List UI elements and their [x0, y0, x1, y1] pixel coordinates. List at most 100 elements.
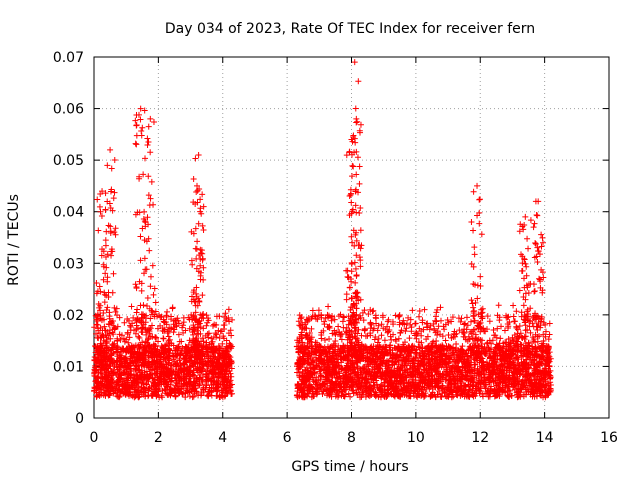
data-point: [133, 309, 140, 316]
chart-title: Day 034 of 2023, Rate Of TEC Index for r…: [165, 21, 535, 37]
data-point: [161, 354, 168, 361]
data-point: [212, 330, 219, 337]
data-point: [174, 315, 181, 322]
data-point: [126, 334, 133, 341]
data-point: [116, 314, 123, 321]
y-tick-label: 0: [75, 411, 84, 427]
x-tick-label: 6: [283, 430, 292, 446]
data-point: [118, 332, 125, 339]
data-point: [510, 302, 517, 309]
data-point: [362, 333, 369, 340]
y-tick-label: 0.02: [53, 308, 84, 324]
data-points: [91, 59, 554, 401]
data-point: [204, 319, 211, 326]
x-tick-label: 12: [471, 430, 489, 446]
data-point: [121, 338, 128, 345]
data-point: [127, 324, 134, 331]
data-point: [437, 317, 444, 324]
data-point: [155, 338, 162, 345]
data-point: [209, 338, 216, 345]
data-point: [219, 340, 226, 347]
data-point: [335, 323, 342, 330]
data-point: [127, 322, 134, 329]
data-point: [416, 308, 423, 315]
data-point: [367, 320, 374, 327]
data-point: [228, 332, 235, 339]
data-point: [388, 336, 395, 343]
y-tick-label: 0.01: [53, 359, 84, 375]
data-point: [512, 318, 519, 325]
data-point: [442, 337, 449, 344]
data-point: [228, 365, 235, 372]
data-point: [166, 336, 173, 343]
data-point: [180, 314, 187, 321]
data-point: [163, 312, 170, 319]
data-point: [213, 331, 220, 338]
data-point: [161, 319, 168, 326]
data-point: [92, 330, 99, 337]
y-tick-label: 0.03: [53, 256, 84, 272]
y-tick-label: 0.04: [53, 205, 84, 221]
data-point: [213, 334, 220, 341]
data-point: [203, 312, 210, 319]
y-tick-label: 0.07: [53, 50, 84, 66]
data-point: [513, 308, 520, 315]
data-point: [164, 308, 171, 315]
data-point: [536, 333, 543, 340]
data-point: [409, 307, 416, 314]
data-point: [190, 393, 197, 400]
data-point: [326, 336, 333, 343]
y-tick-label: 0.06: [53, 102, 84, 118]
data-point: [416, 313, 423, 320]
x-tick-label: 2: [154, 430, 163, 446]
data-point: [339, 318, 346, 325]
x-tick-label: 10: [407, 430, 425, 446]
data-point: [203, 322, 210, 329]
data-point: [392, 312, 399, 319]
data-point: [402, 328, 409, 335]
axis-ticks: [93, 56, 610, 419]
grid-lines: [94, 57, 609, 418]
data-point: [130, 327, 137, 334]
data-point: [169, 305, 176, 312]
data-point: [510, 313, 517, 320]
x-tick-label: 4: [218, 430, 227, 446]
x-tick-label: 8: [347, 430, 356, 446]
data-point: [182, 327, 189, 334]
data-point: [467, 318, 474, 325]
data-point: [463, 314, 470, 321]
data-point: [104, 304, 111, 311]
data-point: [497, 335, 504, 342]
y-tick-label: 0.05: [53, 153, 84, 169]
data-point: [186, 337, 193, 344]
data-point: [378, 332, 385, 339]
data-point: [128, 303, 135, 310]
data-point: [117, 336, 124, 343]
data-point: [216, 335, 223, 342]
data-point: [227, 370, 234, 377]
data-point: [172, 393, 179, 400]
data-point: [225, 306, 232, 313]
data-point: [495, 302, 502, 309]
data-point: [212, 321, 219, 328]
data-point: [396, 313, 403, 320]
data-point: [325, 303, 332, 310]
data-point: [385, 328, 392, 335]
data-point: [209, 322, 216, 329]
x-tick-label: 14: [536, 430, 554, 446]
x-tick-label: 16: [600, 430, 618, 446]
y-tick-labels: 0 0.01 0.02 0.03 0.04 0.05 0.06 0.07: [53, 50, 84, 427]
data-point: [136, 334, 143, 341]
data-point: [222, 310, 229, 317]
data-point: [406, 335, 413, 342]
data-point: [227, 377, 234, 384]
data-point: [100, 310, 107, 317]
data-point: [227, 327, 234, 334]
data-point: [131, 348, 138, 355]
x-tick-label: 0: [90, 430, 99, 446]
data-point: [546, 320, 553, 327]
data-point: [361, 307, 368, 314]
data-point: [421, 306, 428, 313]
data-point: [321, 336, 328, 343]
